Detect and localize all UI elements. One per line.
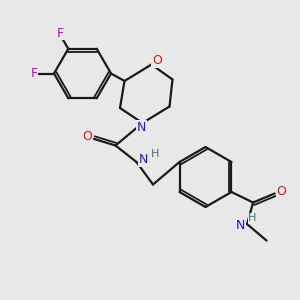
Text: H: H [248, 213, 257, 223]
Text: O: O [152, 54, 162, 68]
Text: O: O [276, 184, 286, 198]
Text: N: N [138, 153, 148, 166]
Text: F: F [57, 27, 64, 40]
Text: H: H [151, 148, 159, 159]
Text: O: O [82, 130, 92, 143]
Text: N: N [136, 121, 146, 134]
Text: F: F [30, 67, 38, 80]
Text: N: N [236, 219, 245, 232]
